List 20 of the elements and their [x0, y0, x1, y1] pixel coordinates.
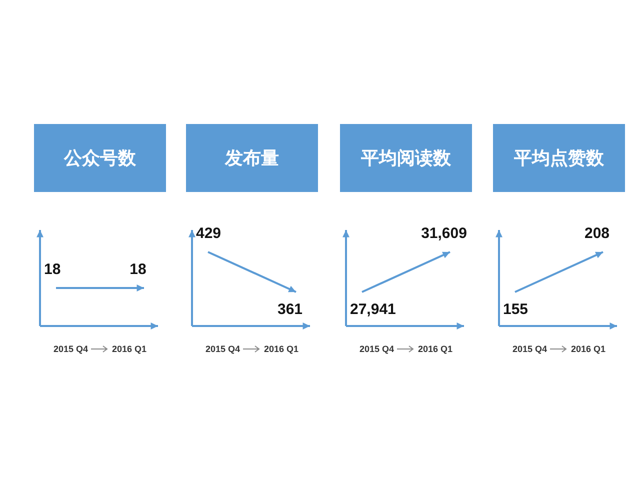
data-label: 208: [584, 225, 610, 242]
category-label: 2015 Q4: [205, 344, 240, 354]
data-label: 361: [277, 301, 303, 318]
category-label: 2016 Q1: [264, 344, 299, 354]
category-label: 2016 Q1: [112, 344, 147, 354]
category-label: 2015 Q4: [53, 344, 88, 354]
data-label: 429: [196, 225, 222, 242]
data-label: 27,941: [350, 301, 396, 318]
text: 平均点赞数: [493, 124, 625, 192]
category-label: 2016 Q1: [571, 344, 606, 354]
text: 发布量: [186, 124, 318, 192]
category-label: 2015 Q4: [359, 344, 394, 354]
data-label: 155: [503, 301, 528, 318]
data-label: 31,609: [421, 225, 467, 242]
category-label: 2016 Q1: [418, 344, 453, 354]
text: 平均阅读数: [340, 124, 472, 192]
category-label: 2015 Q4: [512, 344, 547, 354]
data-label: 18: [130, 261, 146, 278]
data-label: 18: [44, 261, 61, 278]
text: 公众号数: [34, 124, 166, 192]
